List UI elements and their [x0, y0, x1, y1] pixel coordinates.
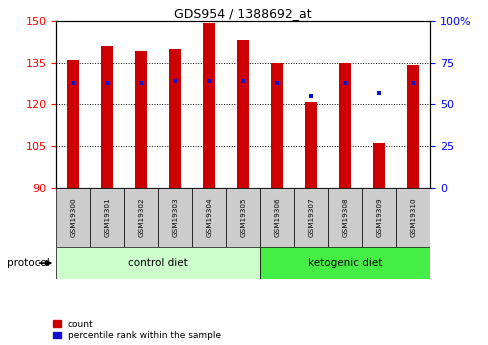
Bar — [260, 188, 294, 247]
Legend: count, percentile rank within the sample: count, percentile rank within the sample — [53, 320, 221, 341]
Bar — [169, 49, 181, 188]
Point — [171, 78, 179, 84]
Bar — [90, 188, 124, 247]
Text: GSM19308: GSM19308 — [342, 198, 347, 237]
Bar — [395, 188, 429, 247]
Point — [69, 80, 77, 85]
Bar — [158, 188, 192, 247]
Bar — [362, 188, 395, 247]
Bar — [101, 46, 113, 188]
Text: GSM19310: GSM19310 — [409, 198, 415, 237]
Point — [341, 80, 348, 85]
Bar — [305, 101, 317, 188]
Bar — [67, 60, 79, 188]
Point — [205, 78, 213, 84]
Text: ketogenic diet: ketogenic diet — [307, 258, 382, 268]
Point — [273, 80, 281, 85]
Point — [408, 80, 416, 85]
Bar — [226, 188, 260, 247]
Bar — [373, 144, 385, 188]
Bar — [135, 51, 147, 188]
Point — [307, 93, 315, 99]
Text: GSM19309: GSM19309 — [376, 198, 382, 237]
Text: GSM19305: GSM19305 — [240, 198, 246, 237]
Point — [137, 80, 145, 85]
Bar — [56, 188, 90, 247]
Bar — [407, 65, 418, 188]
Text: GSM19300: GSM19300 — [70, 198, 76, 237]
Text: GSM19303: GSM19303 — [172, 198, 178, 237]
Bar — [124, 188, 158, 247]
Bar — [294, 188, 327, 247]
Text: GSM19304: GSM19304 — [206, 198, 212, 237]
Text: GSM19306: GSM19306 — [274, 198, 280, 237]
Bar — [192, 188, 226, 247]
Bar — [339, 62, 350, 188]
Bar — [203, 23, 215, 188]
Bar — [56, 247, 260, 279]
Text: control diet: control diet — [128, 258, 188, 268]
Bar — [237, 40, 249, 188]
Bar — [327, 188, 362, 247]
Text: GSM19301: GSM19301 — [104, 198, 110, 237]
Text: GSM19302: GSM19302 — [138, 198, 144, 237]
Text: protocol: protocol — [7, 258, 50, 268]
Bar — [271, 62, 283, 188]
Bar — [260, 247, 429, 279]
Title: GDS954 / 1388692_at: GDS954 / 1388692_at — [174, 7, 311, 20]
Point — [239, 78, 246, 84]
Point — [375, 90, 383, 96]
Text: GSM19307: GSM19307 — [307, 198, 314, 237]
Point — [103, 80, 111, 85]
